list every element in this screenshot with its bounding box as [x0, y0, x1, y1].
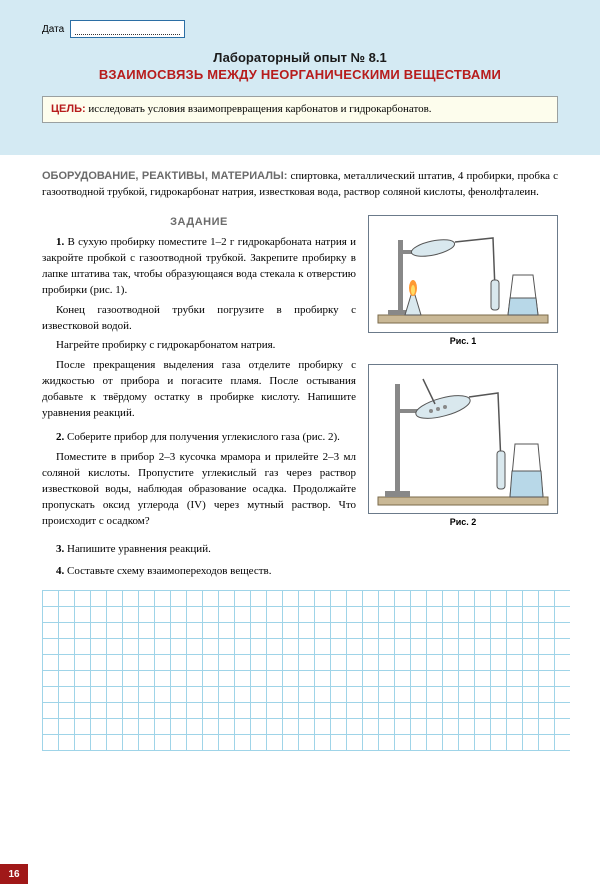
- task2-p1: Соберите прибор для получения углекислог…: [64, 431, 340, 443]
- goal-box: ЦЕЛЬ: исследовать условия взаимопревраще…: [42, 96, 558, 123]
- apparatus-2-icon: [373, 369, 553, 509]
- date-dotted-line: [75, 34, 180, 35]
- equipment-paragraph: ОБОРУДОВАНИЕ, РЕАКТИВЫ, МАТЕРИАЛЫ: спирт…: [42, 169, 558, 201]
- figure1-box: [368, 215, 558, 333]
- task2-p2: Поместите в прибор 2–3 кусочка мрамора и…: [42, 450, 356, 530]
- task3-number: 3.: [56, 543, 64, 555]
- task-text-column-2: После прекращения выделения газа отделит…: [42, 358, 356, 533]
- task4-number: 4.: [56, 565, 64, 577]
- main-content: ОБОРУДОВАНИЕ, РЕАКТИВЫ, МАТЕРИАЛЫ: спирт…: [0, 155, 600, 580]
- lab-main-title: ВЗАИМОСВЯЗЬ МЕЖДУ НЕОРГАНИЧЕСКИМИ ВЕЩЕСТ…: [42, 67, 558, 82]
- figure2-caption: Рис. 2: [368, 517, 558, 527]
- page-number-badge: 16: [0, 864, 28, 884]
- goal-label: ЦЕЛЬ:: [51, 103, 86, 115]
- task1-p2: Конец газоотводной трубки погрузите в пр…: [42, 303, 356, 335]
- task-two-column-2: После прекращения выделения газа отделит…: [42, 358, 558, 533]
- task1-number: 1.: [56, 236, 64, 248]
- task-heading: ЗАДАНИЕ: [42, 215, 356, 231]
- date-input-field[interactable]: [70, 20, 185, 38]
- task2-number: 2.: [56, 431, 64, 443]
- task-text-column: ЗАДАНИЕ 1. В сухую пробирку поместите 1–…: [42, 215, 356, 359]
- task-two-column: ЗАДАНИЕ 1. В сухую пробирку поместите 1–…: [42, 215, 558, 359]
- lab-number-title: Лабораторный опыт № 8.1: [42, 50, 558, 65]
- figure1-column: Рис. 1: [368, 215, 558, 346]
- figure1-caption: Рис. 1: [368, 336, 558, 346]
- task4-text: Составьте схему взаимопереходов веществ.: [64, 565, 271, 577]
- date-label: Дата: [42, 24, 64, 35]
- date-row: Дата: [42, 20, 558, 38]
- equipment-label: ОБОРУДОВАНИЕ, РЕАКТИВЫ, МАТЕРИАЛЫ:: [42, 170, 287, 182]
- task1-p3: Нагрейте пробирку с гидрокарбонатом натр…: [42, 338, 356, 354]
- goal-text: исследовать условия взаимопревращения ка…: [86, 103, 432, 115]
- header-band: Дата Лабораторный опыт № 8.1 ВЗАИМОСВЯЗЬ…: [0, 0, 600, 155]
- figure2-box: [368, 364, 558, 514]
- task1-p1: В сухую пробирку поместите 1–2 г гидрока…: [42, 236, 356, 296]
- answer-grid-area[interactable]: [42, 590, 570, 751]
- apparatus-1-icon: [373, 220, 553, 328]
- task3-text: Напишите уравнения реакций.: [64, 543, 211, 555]
- figure2-column: Рис. 2: [368, 358, 558, 527]
- remaining-tasks: 3. Напишите уравнения реакций. 4. Состав…: [42, 542, 558, 580]
- task1-p4: После прекращения выделения газа отделит…: [42, 358, 356, 422]
